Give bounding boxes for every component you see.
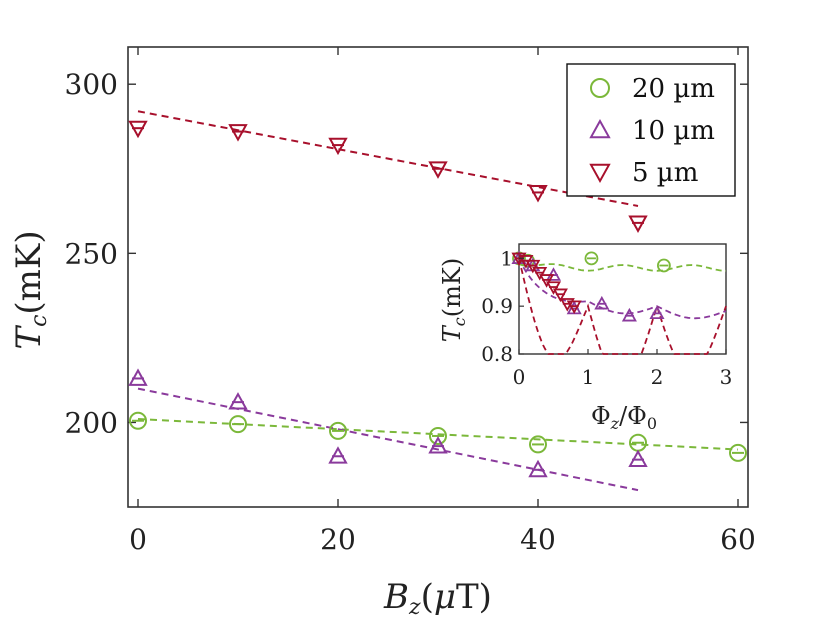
legend-label: 10 µm (632, 116, 715, 146)
inset-model-curve-2 (518, 258, 727, 355)
fit-line-series-2 (137, 110, 639, 207)
data-point-series-0 (329, 421, 347, 440)
data-point-series-0 (429, 426, 447, 445)
data-point-series-0 (529, 435, 547, 454)
inset-data-point-series-0 (657, 258, 671, 273)
main-x-tick-label: 40 (520, 523, 556, 556)
legend-label: 5 µm (632, 158, 698, 188)
inset-y-ticks: 0.8 0.9 1 (481, 246, 524, 366)
main-x-tick-label: 20 (320, 523, 356, 556)
main-y-tick-label: 250 (65, 237, 118, 270)
main-data-points (128, 120, 747, 478)
main-plot-frame (127, 46, 749, 508)
legend-marker (590, 78, 610, 98)
data-point-series-0 (729, 443, 747, 462)
data-point-series-0 (229, 415, 247, 434)
main-x-axis-label: Bz(μT) (383, 577, 492, 620)
legend-marker (589, 163, 611, 184)
inset-model-curve-1 (518, 257, 727, 320)
main-x-tick-label: 60 (720, 523, 756, 556)
legend-marker (589, 118, 611, 139)
legend: 20 µm 10 µm 5 µm (566, 63, 736, 197)
main-x-ticks: 0 20 40 60 (129, 47, 756, 556)
main-y-tick-label: 300 (65, 68, 118, 101)
inset-y-axis-label: Tc(mK) (438, 258, 469, 342)
main-y-ticks: 200 250 300 (65, 68, 748, 439)
inset-model-curves (518, 257, 727, 355)
inset-frame (518, 243, 727, 355)
inset-x-tick-label: 1 (582, 365, 595, 389)
inset-y-tick-label: 0.8 (481, 342, 513, 366)
inset-y-tick-label: 0.9 (481, 294, 513, 318)
inset-y-tick-label: 1 (500, 246, 513, 270)
inset-x-ticks: 0 1 2 3 (513, 349, 733, 389)
inset-x-tick-label: 2 (651, 365, 664, 389)
legend-label: 20 µm (632, 74, 715, 104)
inset-plot: 0 1 2 3 0.8 0.9 1 Φz/Φ0 Tc(mK) (438, 243, 733, 433)
data-point-series-0 (129, 411, 147, 430)
fit-line-series-1 (137, 387, 639, 492)
inset-x-tick-label: 3 (720, 365, 733, 389)
inset-data-point-series-0 (584, 251, 599, 266)
main-y-tick-label: 200 (65, 406, 118, 439)
inset-x-tick-label: 0 (513, 365, 526, 389)
main-x-tick-label: 0 (129, 523, 147, 556)
main-y-axis-label: Tc(mK) (9, 230, 52, 349)
inset-model-curve-0 (518, 263, 727, 272)
inset-x-axis-label: Φz/Φ0 (591, 402, 657, 433)
